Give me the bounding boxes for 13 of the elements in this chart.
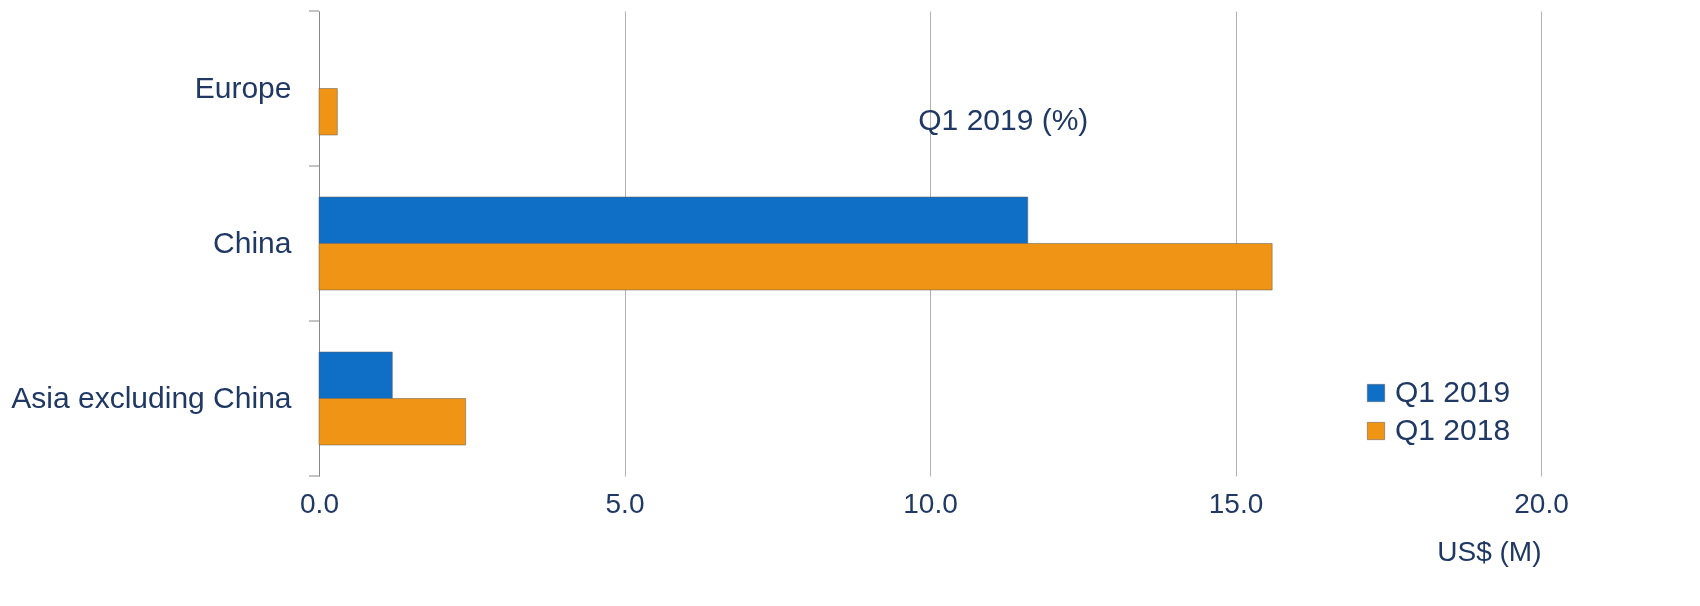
- x-tick-label: 10.0: [903, 487, 958, 519]
- legend-label: Q1 2019: [1395, 375, 1511, 408]
- legend-label: Q1 2018: [1395, 413, 1511, 446]
- x-tick-label: 20.0: [1514, 487, 1569, 519]
- x-tick-label: 5.0: [605, 487, 645, 519]
- y-tick-label: Europe: [194, 70, 292, 104]
- annotation: Q1 2019 (%): [918, 103, 1089, 136]
- x-tick-label: 0.0: [300, 487, 339, 519]
- bar: [318, 88, 338, 136]
- x-tick-label: 15.0: [1208, 487, 1264, 519]
- y-tick-label: China: [213, 225, 292, 259]
- x-axis-title: US$ (M): [1437, 535, 1542, 567]
- y-tick-label: Asia excluding China: [11, 380, 292, 414]
